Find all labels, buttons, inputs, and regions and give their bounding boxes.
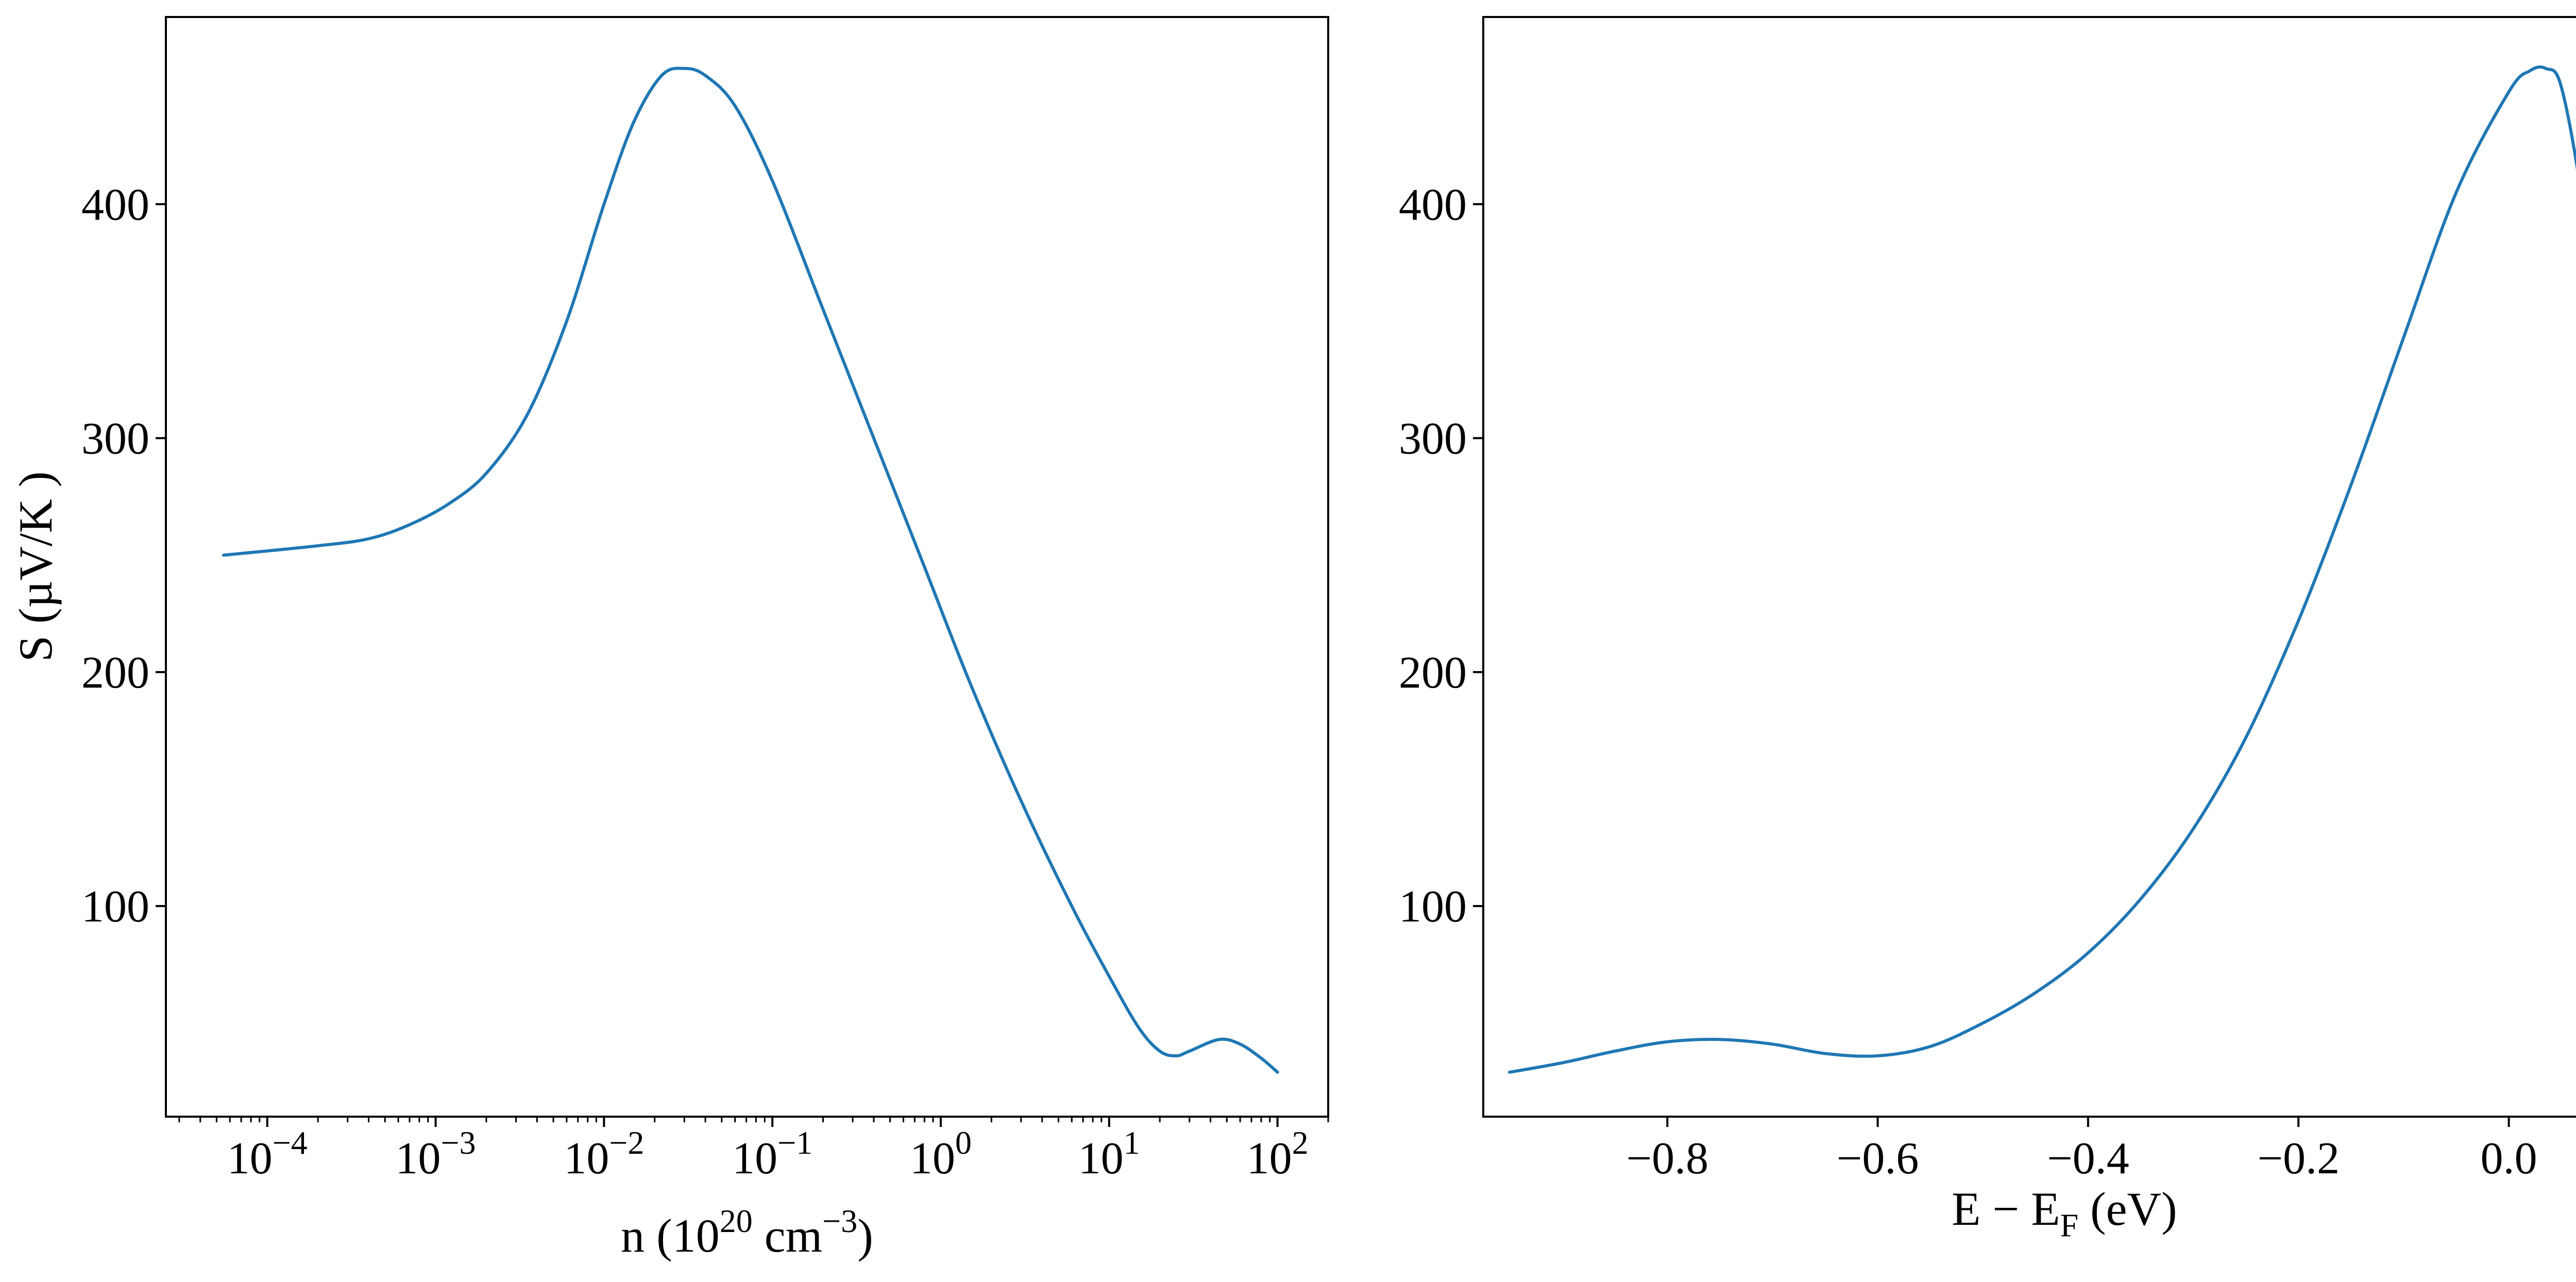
right-y-tick-label: 200 xyxy=(1399,648,1467,698)
right-series-line xyxy=(1508,65,2576,1074)
left-x-tick-label: 102 xyxy=(1247,1124,1309,1184)
right-x-tick-label: −0.4 xyxy=(2047,1134,2129,1184)
left-x-tick-label: 101 xyxy=(1078,1124,1140,1184)
left-x-axis-label: n (1020 cm−3) xyxy=(621,1203,873,1262)
right-plot-panel: −0.8 −0.6 −0.4 −0.2 0.0 100 200 300 400 E − EF … xyxy=(1399,16,2576,1243)
left-series-group xyxy=(222,66,1279,1074)
left-y-tick-label: 300 xyxy=(81,414,149,464)
left-y-ticks: 100 200 300 400 xyxy=(81,180,166,932)
right-x-tick-label: −0.8 xyxy=(1626,1134,1708,1184)
left-x-minor-ticks xyxy=(178,1117,1329,1122)
right-y-tick-label: 400 xyxy=(1399,180,1467,230)
left-y-tick-label: 100 xyxy=(81,882,149,932)
left-series-line xyxy=(222,66,1279,1074)
right-y-tick-label: 100 xyxy=(1399,882,1467,932)
left-plot-panel: 10−4 10−3 10−2 10−1 100 101 102 100 200 300 400 S… xyxy=(9,16,1329,1262)
left-y-tick-label: 400 xyxy=(81,180,149,230)
right-x-ticks: −0.8 −0.6 −0.4 −0.2 0.0 xyxy=(1626,1117,2537,1184)
right-x-tick-label: 0.0 xyxy=(2481,1134,2537,1184)
left-x-tick-label: 10−3 xyxy=(396,1124,476,1184)
left-y-tick-label: 200 xyxy=(81,648,149,698)
right-series-group xyxy=(1508,65,2576,1074)
right-x-tick-label: −0.2 xyxy=(2257,1134,2340,1184)
left-x-tick-label: 100 xyxy=(910,1124,972,1184)
left-y-axis-label: S (µV/K ) xyxy=(9,471,62,662)
right-y-ticks: 100 200 300 400 xyxy=(1399,180,1483,932)
right-y-tick-label: 300 xyxy=(1399,414,1467,464)
left-x-tick-label: 10−2 xyxy=(564,1124,644,1184)
right-plot-frame xyxy=(1482,16,2576,1118)
left-x-tick-label: 10−4 xyxy=(227,1124,308,1184)
right-x-tick-label: −0.6 xyxy=(1837,1134,1919,1184)
right-x-axis-label: E − EF (eV) xyxy=(1952,1183,2177,1243)
left-x-ticks: 10−4 10−3 10−2 10−1 100 101 102 xyxy=(227,1117,1309,1184)
left-x-tick-label: 10−1 xyxy=(732,1124,812,1184)
